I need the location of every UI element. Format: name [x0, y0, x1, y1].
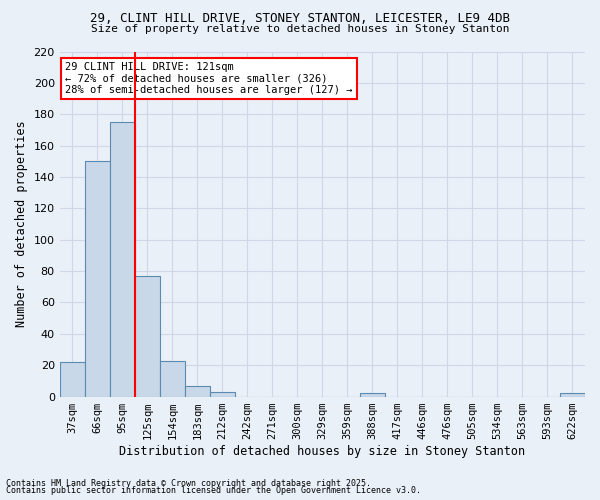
Bar	[560, 394, 585, 396]
Bar	[160, 360, 185, 396]
Bar	[135, 276, 160, 396]
Text: Contains HM Land Registry data © Crown copyright and database right 2025.: Contains HM Land Registry data © Crown c…	[6, 478, 371, 488]
Bar	[360, 394, 385, 396]
Bar	[185, 386, 210, 396]
X-axis label: Distribution of detached houses by size in Stoney Stanton: Distribution of detached houses by size …	[119, 444, 526, 458]
Text: Size of property relative to detached houses in Stoney Stanton: Size of property relative to detached ho…	[91, 24, 509, 34]
Bar	[59, 362, 85, 396]
Text: 29, CLINT HILL DRIVE, STONEY STANTON, LEICESTER, LE9 4DB: 29, CLINT HILL DRIVE, STONEY STANTON, LE…	[90, 12, 510, 26]
Bar	[110, 122, 135, 396]
Text: Contains public sector information licensed under the Open Government Licence v3: Contains public sector information licen…	[6, 486, 421, 495]
Y-axis label: Number of detached properties: Number of detached properties	[15, 120, 28, 328]
Bar	[210, 392, 235, 396]
Text: 29 CLINT HILL DRIVE: 121sqm
← 72% of detached houses are smaller (326)
28% of se: 29 CLINT HILL DRIVE: 121sqm ← 72% of det…	[65, 62, 352, 95]
Bar	[85, 162, 110, 396]
